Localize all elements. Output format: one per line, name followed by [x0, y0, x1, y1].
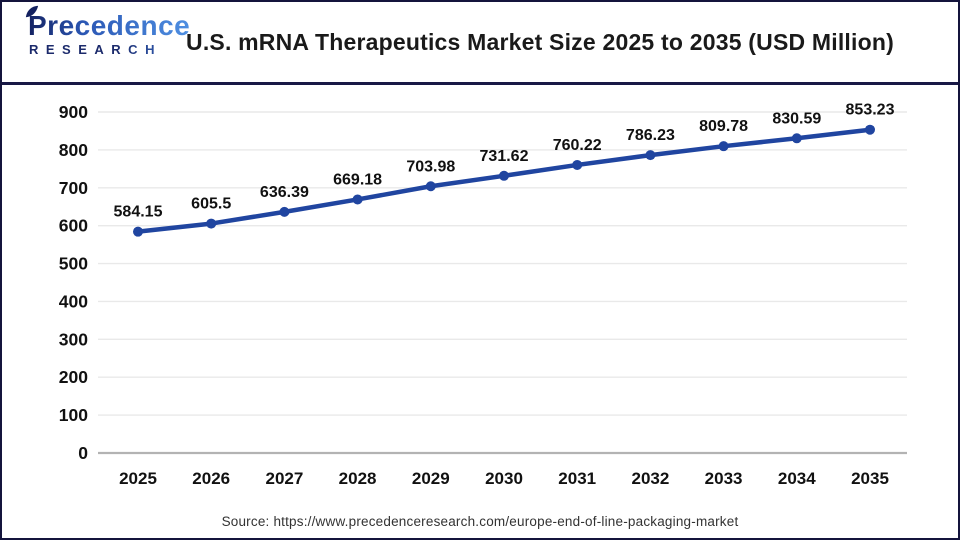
y-axis-tick: 700: [59, 178, 88, 198]
data-point: [425, 181, 436, 192]
y-axis-tick: 500: [59, 254, 88, 274]
logo-wordmark: Precedence: [25, 5, 191, 41]
data-point: [718, 141, 729, 152]
data-point: [206, 218, 217, 229]
data-point: [279, 206, 290, 217]
line-chart-svg: 0 100 200 300 400 500 600 700 800 900 2025 2026 2027…: [59, 102, 907, 488]
y-axis-tick: 400: [59, 291, 88, 311]
data-label: 853.23: [846, 102, 895, 119]
data-label: 669.18: [333, 171, 382, 188]
data-label: 703.98: [406, 158, 455, 175]
logo-subname: RESEARCH: [26, 43, 190, 56]
data-point: [572, 159, 583, 170]
data-point: [133, 226, 143, 237]
chart-title: U.S. mRNA Therapeutics Market Size 2025 …: [186, 28, 894, 55]
data-point: [791, 133, 802, 144]
data-label: 731.62: [480, 148, 529, 165]
data-label: 636.39: [260, 184, 309, 201]
data-label: 830.59: [772, 110, 821, 127]
y-axis-tick: 200: [59, 367, 88, 387]
x-axis-tick: 2025: [119, 469, 157, 488]
logo-name: Precedence: [28, 10, 191, 41]
leaf-icon: [25, 5, 39, 18]
header: Precedence RESEARCH U.S. mRNA Therapeuti…: [2, 2, 958, 85]
data-point: [352, 194, 363, 205]
precedence-research-logo: Precedence RESEARCH: [25, 5, 191, 56]
data-point: [499, 170, 509, 181]
y-axis-tick: 800: [59, 140, 88, 160]
x-axis-tick: 2033: [705, 469, 743, 488]
data-label: 605.5: [191, 196, 231, 213]
x-axis-tick: 2030: [485, 469, 523, 488]
y-axis-tick: 100: [59, 405, 88, 425]
x-axis-tick: 2029: [412, 469, 450, 488]
source-text: Source: https://www.precedenceresearch.c…: [221, 514, 739, 529]
x-axis-tick: 2027: [265, 469, 303, 488]
x-axis-tick: 2028: [339, 469, 377, 488]
data-label: 809.78: [699, 118, 748, 135]
x-axis-tick: 2026: [192, 469, 230, 488]
data-label: 584.15: [114, 204, 163, 221]
chart-area: 0 100 200 300 400 500 600 700 800 900 2025 2026 2027…: [2, 85, 958, 538]
data-point: [645, 150, 656, 161]
data-label: 786.23: [626, 127, 675, 144]
x-axis-tick: 2031: [558, 469, 596, 488]
y-axis-tick: 600: [59, 216, 88, 236]
y-axis-tick: 300: [59, 329, 88, 349]
data-point: [865, 124, 875, 135]
x-axis-tick: 2032: [631, 469, 669, 488]
y-axis-tick: 0: [78, 443, 88, 463]
x-axis-tick: 2034: [778, 469, 816, 488]
y-axis-tick: 900: [59, 102, 88, 122]
x-axis-tick: 2035: [851, 469, 889, 488]
data-label: 760.22: [553, 137, 602, 154]
